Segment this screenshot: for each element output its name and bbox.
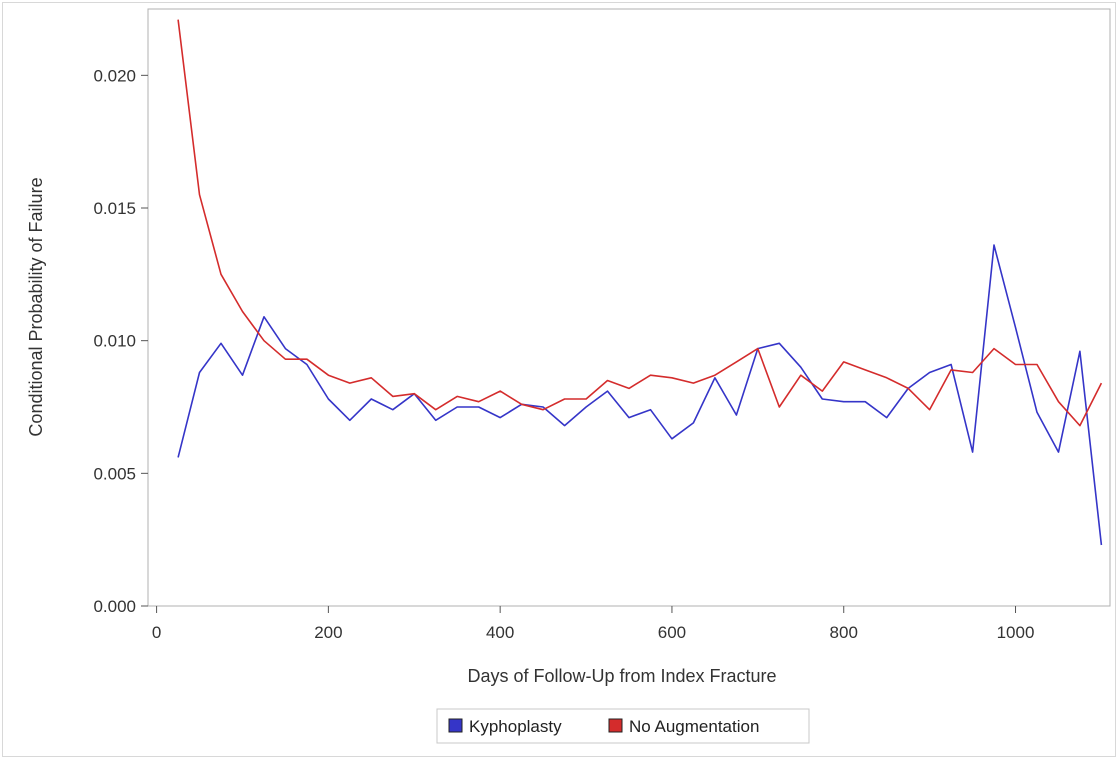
x-tick-label: 0 [152, 623, 161, 642]
legend-label-kyphoplasty: Kyphoplasty [469, 717, 562, 736]
y-tick-label: 0.005 [93, 464, 136, 483]
x-tick-label: 800 [830, 623, 858, 642]
y-axis-label: Conditional Probability of Failure [26, 177, 46, 436]
y-tick-label: 0.015 [93, 199, 136, 218]
x-tick-label: 1000 [997, 623, 1035, 642]
x-tick-label: 400 [486, 623, 514, 642]
legend-label-no-augmentation: No Augmentation [629, 717, 759, 736]
legend-swatch-no-augmentation [608, 718, 623, 733]
y-tick-label: 0.010 [93, 332, 136, 351]
y-tick-label: 0.020 [93, 66, 136, 85]
x-tick-label: 600 [658, 623, 686, 642]
x-tick-label: 200 [314, 623, 342, 642]
series-line-no-augmentation [177, 19, 1103, 427]
series-line-kyphoplasty [177, 244, 1103, 546]
legend: Kyphoplasty No Augmentation [436, 708, 810, 744]
legend-box [436, 708, 810, 744]
y-axis: 0.000 0.005 0.010 0.015 0.020 [93, 66, 148, 616]
plot-area [147, 8, 1111, 607]
y-tick-label: 0.000 [93, 597, 136, 616]
legend-swatch-kyphoplasty [448, 718, 463, 733]
series-layer [177, 19, 1103, 546]
x-axis: 0 200 400 600 800 1000 [152, 606, 1035, 642]
x-axis-label: Days of Follow-Up from Index Fracture [467, 666, 776, 686]
